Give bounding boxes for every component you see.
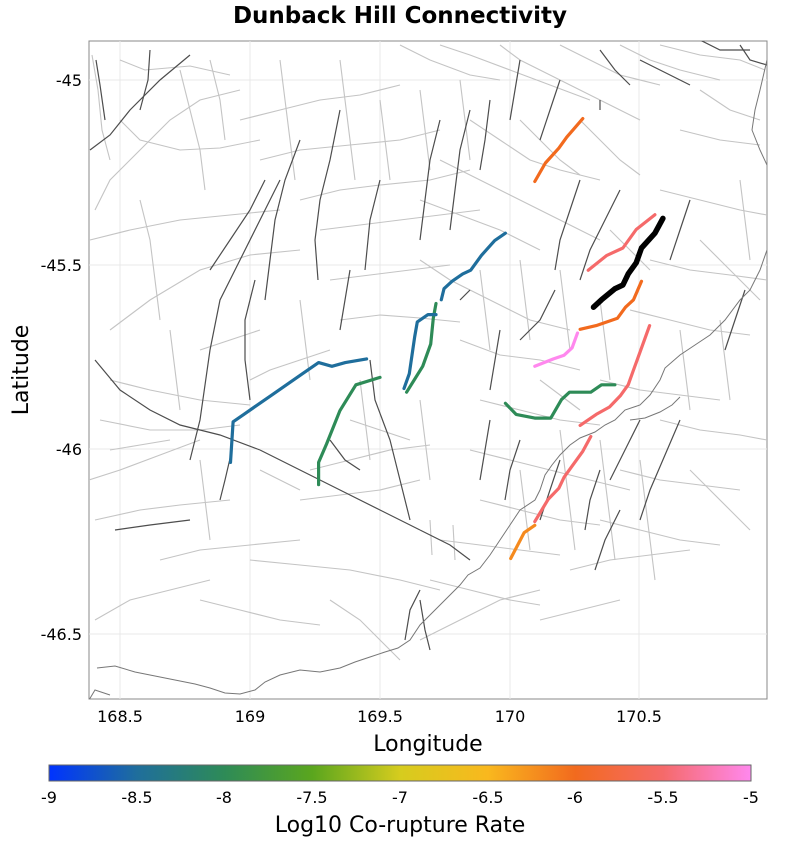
- colorbar-tick-label: -7.5: [296, 788, 327, 807]
- x-tick-label: 170: [495, 707, 526, 726]
- y-axis: -45 -45.5 -46 -46.5 Latitude: [9, 71, 82, 644]
- colorbar-tick-label: -6: [567, 788, 583, 807]
- connected-fault-trace: [402, 313, 438, 391]
- colorbar-tick-label: -5.5: [647, 788, 678, 807]
- y-tick-label: -45: [56, 71, 82, 90]
- chart-title: Dunback Hill Connectivity: [233, 3, 567, 29]
- connected-fault-trace: [533, 116, 585, 184]
- target-fault: [590, 215, 666, 310]
- connected-fault-trace: [578, 324, 652, 427]
- colorbar-gradient: [48, 764, 752, 782]
- fault-network-dark: [89, 41, 767, 651]
- coastline: [89, 59, 767, 699]
- connected-fault-trace: [533, 434, 593, 524]
- connected-fault-trace: [317, 375, 382, 487]
- connected-faults: [228, 116, 657, 561]
- colorbar-label: Log10 Co-rupture Rate: [275, 813, 526, 838]
- x-tick-label: 170.5: [616, 707, 662, 726]
- connected-fault-trace: [586, 213, 657, 272]
- x-tick-label: 168.5: [97, 707, 143, 726]
- target-fault-trace: [590, 215, 666, 310]
- connected-fault-trace: [533, 331, 580, 368]
- colorbar-tick-label: -8: [216, 788, 232, 807]
- fault-network-background: [89, 44, 767, 661]
- connected-fault-trace: [439, 231, 507, 302]
- connected-fault-trace: [509, 523, 537, 561]
- y-axis-label: Latitude: [9, 325, 34, 416]
- x-axis: 168.5 169 169.5 170 170.5 Longitude: [97, 707, 662, 757]
- connected-fault-trace: [228, 357, 369, 464]
- plot-area: [88, 40, 768, 700]
- y-tick-label: -45.5: [41, 256, 82, 275]
- y-tick-label: -46.5: [41, 625, 82, 644]
- colorbar: -9 -8.5 -8 -7.5 -7 -6.5 -6 -5.5 -5 Log10…: [41, 764, 759, 838]
- colorbar-tick-label: -6.5: [472, 788, 503, 807]
- colorbar-tick-label: -5: [743, 788, 759, 807]
- x-axis-label: Longitude: [373, 732, 482, 757]
- x-tick-label: 169: [235, 707, 266, 726]
- colorbar-tick-label: -7: [392, 788, 408, 807]
- colorbar-tick-label: -9: [41, 788, 57, 807]
- colorbar-tick-label: -8.5: [121, 788, 152, 807]
- connected-fault-trace: [578, 279, 644, 331]
- x-tick-label: 169.5: [357, 707, 403, 726]
- grid: [89, 41, 767, 699]
- y-tick-label: -46: [56, 440, 82, 459]
- connected-fault-trace: [503, 383, 617, 420]
